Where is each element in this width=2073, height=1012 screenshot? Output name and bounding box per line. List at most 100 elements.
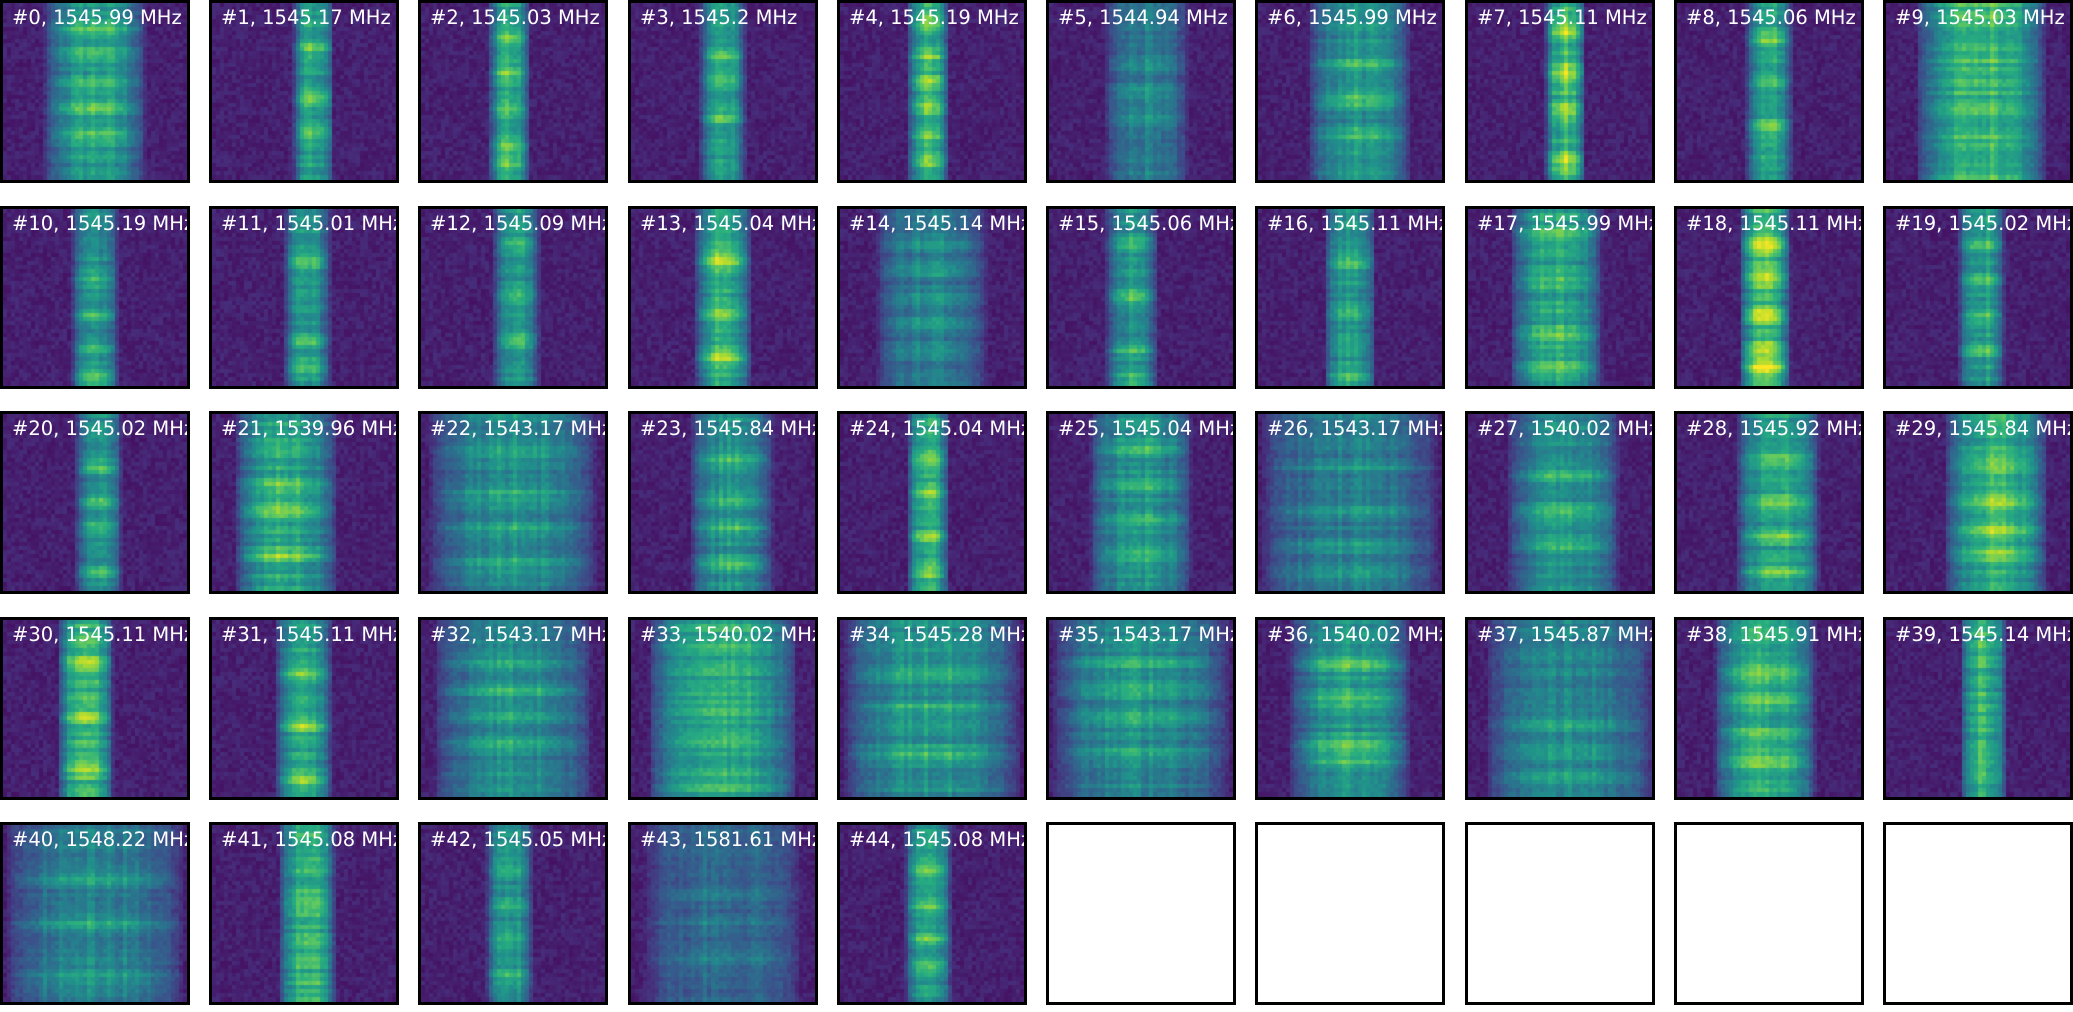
spectrogram-image	[3, 3, 187, 180]
spectrogram-image	[840, 209, 1024, 386]
spectrogram-panel: #29, 1545.84 MHz	[1883, 411, 2073, 594]
spectrogram-image	[1468, 3, 1652, 180]
spectrogram-panel: #36, 1540.02 MHz	[1255, 617, 1445, 800]
spectrogram-panel: #22, 1543.17 MHz	[418, 411, 608, 594]
spectrogram-panel: #7, 1545.11 MHz	[1465, 0, 1655, 183]
spectrogram-image	[212, 620, 396, 797]
spectrogram-panel: #41, 1545.08 MHz	[209, 822, 399, 1005]
spectrogram-panel: #1, 1545.17 MHz	[209, 0, 399, 183]
panel-label: #1, 1545.17 MHz	[221, 6, 391, 29]
panel-label: #11, 1545.01 MHz	[221, 212, 399, 235]
spectrogram-panel: #31, 1545.11 MHz	[209, 617, 399, 800]
spectrogram-image	[1049, 414, 1233, 591]
panel-label: #18, 1545.11 MHz	[1686, 212, 1864, 235]
panel-label: #22, 1543.17 MHz	[430, 417, 608, 440]
spectrogram-panel: #17, 1545.99 MHz	[1465, 206, 1655, 389]
spectrogram-image	[631, 414, 815, 591]
spectrogram-panel: #40, 1548.22 MHz	[0, 822, 190, 1005]
spectrogram-image	[1677, 209, 1861, 386]
panel-label: #14, 1545.14 MHz	[849, 212, 1027, 235]
spectrogram-image	[421, 414, 605, 591]
panel-label: #34, 1545.28 MHz	[849, 623, 1027, 646]
spectrogram-image	[1886, 620, 2070, 797]
panel-label: #30, 1545.11 MHz	[12, 623, 190, 646]
spectrogram-panel: #43, 1581.61 MHz	[628, 822, 818, 1005]
spectrogram-image	[1258, 209, 1442, 386]
spectrogram-image	[212, 209, 396, 386]
spectrogram-panel: #15, 1545.06 MHz	[1046, 206, 1236, 389]
spectrogram-image	[840, 620, 1024, 797]
spectrogram-panel: #35, 1543.17 MHz	[1046, 617, 1236, 800]
spectrogram-panel: #9, 1545.03 MHz	[1883, 0, 2073, 183]
panel-label: #16, 1545.11 MHz	[1267, 212, 1445, 235]
spectrogram-image	[840, 3, 1024, 180]
spectrogram-image	[1468, 414, 1652, 591]
panel-label: #32, 1543.17 MHz	[430, 623, 608, 646]
spectrogram-panel: #23, 1545.84 MHz	[628, 411, 818, 594]
spectrogram-panel	[1883, 822, 2073, 1005]
spectrogram-image	[212, 3, 396, 180]
spectrogram-panel: #2, 1545.03 MHz	[418, 0, 608, 183]
panel-label: #43, 1581.61 MHz	[640, 828, 818, 851]
spectrogram-panel: #5, 1544.94 MHz	[1046, 0, 1236, 183]
spectrogram-image	[631, 209, 815, 386]
panel-label: #36, 1540.02 MHz	[1267, 623, 1445, 646]
panel-label: #3, 1545.2 MHz	[640, 6, 798, 29]
panel-label: #33, 1540.02 MHz	[640, 623, 818, 646]
spectrogram-panel: #3, 1545.2 MHz	[628, 0, 818, 183]
spectrogram-image	[1468, 209, 1652, 386]
spectrogram-image	[1049, 620, 1233, 797]
spectrogram-image	[421, 209, 605, 386]
panel-label: #37, 1545.87 MHz	[1477, 623, 1655, 646]
panel-label: #13, 1545.04 MHz	[640, 212, 818, 235]
spectrogram-panel	[1255, 822, 1445, 1005]
panel-label: #17, 1545.99 MHz	[1477, 212, 1655, 235]
panel-label: #8, 1545.06 MHz	[1686, 6, 1856, 29]
spectrogram-image	[631, 825, 815, 1002]
spectrogram-panel: #12, 1545.09 MHz	[418, 206, 608, 389]
spectrogram-panel: #28, 1545.92 MHz	[1674, 411, 1864, 594]
spectrogram-image	[840, 414, 1024, 591]
spectrogram-panel: #25, 1545.04 MHz	[1046, 411, 1236, 594]
spectrogram-image	[1049, 3, 1233, 180]
spectrogram-image	[421, 3, 605, 180]
panel-label: #27, 1540.02 MHz	[1477, 417, 1655, 440]
spectrogram-panel: #14, 1545.14 MHz	[837, 206, 1027, 389]
panel-label: #40, 1548.22 MHz	[12, 828, 190, 851]
spectrogram-image	[1258, 3, 1442, 180]
spectrogram-panel: #10, 1545.19 MHz	[0, 206, 190, 389]
spectrogram-image	[3, 620, 187, 797]
spectrogram-panel	[1465, 822, 1655, 1005]
spectrogram-panel: #19, 1545.02 MHz	[1883, 206, 2073, 389]
panel-label: #24, 1545.04 MHz	[849, 417, 1027, 440]
spectrogram-panel: #32, 1543.17 MHz	[418, 617, 608, 800]
spectrogram-panel	[1674, 822, 1864, 1005]
panel-label: #10, 1545.19 MHz	[12, 212, 190, 235]
spectrogram-panel: #38, 1545.91 MHz	[1674, 617, 1864, 800]
panel-label: #42, 1545.05 MHz	[430, 828, 608, 851]
spectrogram-panel: #42, 1545.05 MHz	[418, 822, 608, 1005]
spectrogram-panel: #11, 1545.01 MHz	[209, 206, 399, 389]
spectrogram-panel: #4, 1545.19 MHz	[837, 0, 1027, 183]
panel-label: #2, 1545.03 MHz	[430, 6, 600, 29]
spectrogram-panel: #13, 1545.04 MHz	[628, 206, 818, 389]
spectrogram-panel: #0, 1545.99 MHz	[0, 0, 190, 183]
panel-label: #21, 1539.96 MHz	[221, 417, 399, 440]
spectrogram-image	[1886, 414, 2070, 591]
spectrogram-image	[840, 825, 1024, 1002]
spectrogram-panel: #21, 1539.96 MHz	[209, 411, 399, 594]
panel-label: #26, 1543.17 MHz	[1267, 417, 1445, 440]
spectrogram-image	[1049, 209, 1233, 386]
panel-label: #5, 1544.94 MHz	[1058, 6, 1228, 29]
spectrogram-image	[421, 825, 605, 1002]
panel-label: #4, 1545.19 MHz	[849, 6, 1019, 29]
spectrogram-image	[212, 825, 396, 1002]
spectrogram-panel: #20, 1545.02 MHz	[0, 411, 190, 594]
spectrogram-panel	[1046, 822, 1236, 1005]
panel-label: #41, 1545.08 MHz	[221, 828, 399, 851]
spectrogram-panel: #18, 1545.11 MHz	[1674, 206, 1864, 389]
panel-label: #15, 1545.06 MHz	[1058, 212, 1236, 235]
panel-label: #44, 1545.08 MHz	[849, 828, 1027, 851]
spectrogram-image	[631, 620, 815, 797]
